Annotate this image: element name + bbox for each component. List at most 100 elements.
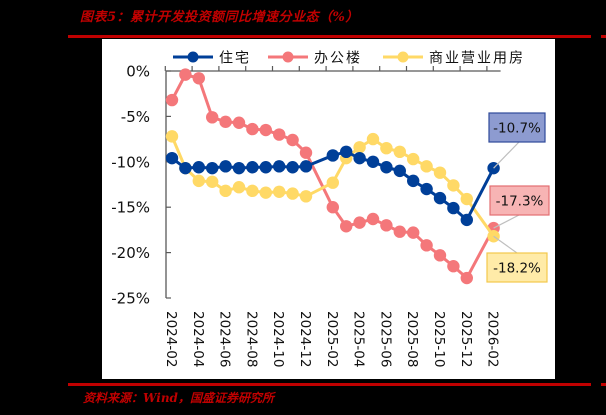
legend-item-2: 商业营业用房 [383, 51, 525, 67]
value-label-text: -10.7% [493, 121, 541, 137]
end-value-labels: -10.7% -17.3% -18.2% [486, 112, 550, 283]
data-point [407, 152, 420, 166]
x-tick-label: 2024-10 [270, 311, 286, 367]
data-point [340, 220, 353, 233]
data-point [246, 161, 259, 174]
data-point [286, 187, 299, 200]
value-label-text: -18.2% [493, 261, 541, 277]
x-tick-label: 2025-06 [377, 311, 393, 367]
x-tick-label: 2024-04 [190, 311, 206, 367]
data-point [326, 201, 339, 214]
y-tick-label: -5% [121, 108, 150, 126]
y-tick-label: -20% [111, 244, 150, 262]
value-label-box [488, 112, 546, 143]
data-point [165, 93, 179, 107]
source-note: 资料来源：Wind，国盛证券研究所 [83, 391, 274, 405]
value-label-box [489, 185, 550, 216]
data-point [340, 145, 353, 159]
y-tick-label: -15% [111, 199, 150, 217]
leader-line [493, 214, 520, 229]
data-point [420, 239, 433, 252]
end-label-0: -10.7% [488, 112, 546, 169]
x-tick-label: 2025-08 [404, 311, 420, 367]
leader-line [493, 235, 518, 254]
data-point [460, 271, 473, 285]
data-point [179, 68, 192, 81]
x-tick-label: 2024-08 [243, 311, 259, 367]
data-point [433, 166, 447, 179]
data-point [246, 122, 259, 136]
bottom-divider [68, 383, 591, 386]
data-point [219, 160, 232, 173]
data-point [393, 164, 406, 178]
legend-item-1: 办公楼 [268, 51, 362, 67]
data-point [206, 175, 219, 188]
data-point [460, 192, 473, 206]
data-point [326, 149, 339, 162]
value-label-box [486, 252, 548, 283]
data-point [206, 161, 219, 175]
chart-title: 图表5：累计开发投资额同比增速分业态（%） [80, 10, 359, 25]
data-point [192, 72, 205, 85]
data-point [353, 151, 366, 165]
legend-label: 住宅 [219, 51, 251, 67]
data-point [232, 181, 246, 194]
data-point [165, 130, 179, 143]
legend-marker-icon [187, 51, 199, 63]
y-tick-label: -25% [111, 290, 150, 308]
data-point [447, 179, 460, 192]
y-tick-label: 0% [126, 63, 150, 81]
data-point [192, 174, 205, 188]
y-tick-label: -10% [111, 153, 150, 171]
data-point [273, 160, 286, 173]
data-point [299, 146, 313, 159]
data-point [407, 226, 420, 239]
x-tick-label: 2025-02 [324, 311, 340, 367]
data-point [232, 116, 246, 129]
data-point [353, 216, 366, 229]
leader-line [493, 141, 520, 169]
data-point [286, 161, 299, 174]
data-point [259, 123, 272, 137]
data-point [273, 128, 286, 141]
data-point [487, 230, 500, 243]
data-point [232, 161, 246, 175]
legend-label: 办公楼 [314, 51, 362, 67]
data-point [353, 141, 366, 154]
data-point [192, 161, 205, 174]
legend-label: 商业营业用房 [429, 51, 525, 67]
legend: 住宅 办公楼 商业营业用房 [173, 51, 525, 67]
x-tick-label: 2024-12 [297, 311, 313, 367]
data-point [326, 176, 339, 189]
x-tick-label: 2024-06 [217, 311, 233, 367]
data-point [366, 155, 380, 168]
data-point [259, 186, 272, 199]
data-point [259, 161, 272, 174]
series-lines [165, 68, 500, 285]
x-tick-label: 2026-02 [485, 311, 501, 367]
value-label-text: -17.3% [496, 194, 544, 210]
data-point [299, 160, 313, 173]
data-point [246, 184, 259, 198]
data-point [380, 161, 393, 174]
series-2 [165, 130, 500, 243]
data-point [286, 133, 299, 147]
series-1 [165, 68, 500, 285]
legend-marker-icon [282, 51, 294, 63]
data-point [380, 219, 393, 232]
data-point [366, 132, 380, 146]
bottom-divider-tail [601, 383, 606, 386]
x-tick-label: 2024-02 [163, 311, 179, 367]
data-point [433, 191, 447, 205]
data-point [447, 201, 460, 215]
top-divider [68, 35, 591, 38]
series-0 [165, 145, 500, 227]
end-label-1: -17.3% [489, 185, 550, 229]
data-point [206, 111, 219, 124]
end-label-2: -18.2% [486, 235, 548, 283]
axes: 0% -5% -10% -15% -20% -25% 2024-02 2024-04 2024-… [111, 63, 501, 367]
data-point [393, 225, 406, 238]
x-tick-label: 2025-12 [458, 311, 474, 367]
data-point [366, 212, 380, 226]
